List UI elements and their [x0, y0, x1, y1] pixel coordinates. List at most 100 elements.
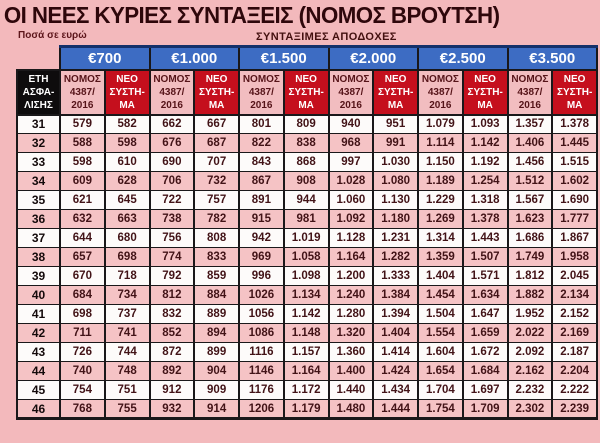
value-cell: 1.394 [372, 304, 419, 324]
table-row: 46 768 755 932 914 1206 1.179 1.480 1.444 1.754 1.… [16, 399, 598, 420]
value-cell: 755 [103, 399, 151, 420]
table-row: 32 588 598 676 687 822 838 968 991 1.114 1.142 1.40… [16, 133, 598, 153]
salary-group-header-3: €1.500 [238, 45, 330, 71]
year-cell: 41 [16, 304, 61, 324]
value-cell: 1.443 [461, 228, 509, 248]
value-cell: 2.204 [551, 361, 598, 381]
value-cell: 2.045 [551, 266, 598, 286]
table-row: 40 684 734 812 884 1026 1.134 1.240 1.384 1.454 1.… [16, 285, 598, 305]
value-cell: 1.434 [372, 380, 419, 400]
value-cell: 1.754 [417, 399, 464, 420]
value-cell: 598 [59, 152, 106, 172]
value-cell: 1.280 [327, 304, 375, 324]
value-cell: 1.080 [372, 171, 419, 191]
value-cell: 1.079 [417, 113, 464, 134]
value-cell: 1146 [238, 361, 285, 381]
table-row: 34 609 628 706 732 867 908 1.028 1.080 1.189 1.254… [16, 171, 598, 191]
value-cell: 1.424 [372, 361, 419, 381]
year-cell: 38 [16, 247, 61, 267]
value-cell: 1116 [238, 342, 285, 362]
value-cell: 942 [238, 228, 285, 248]
value-cell: 997 [327, 152, 375, 172]
value-cell: 738 [148, 209, 196, 229]
value-cell: 782 [193, 209, 240, 229]
law-4387-2016-header-5: ΝΟΜΟΣ 4387/2016 [417, 68, 464, 116]
year-cell: 39 [16, 266, 61, 286]
value-cell: 722 [148, 190, 196, 210]
value-cell: 1.128 [327, 228, 375, 248]
value-cell: 912 [148, 380, 196, 400]
value-cell: 894 [193, 323, 240, 343]
value-cell: 1.359 [417, 247, 464, 267]
pension-table: €700 €1.000 €1.500 €2.000 €2.500 €3.500 ΕΤΗ ΑΣΦ… [16, 45, 598, 420]
table-row: 33 598 610 690 707 843 868 997 1.030 1.150 1.192 1.… [16, 152, 598, 172]
value-cell: 1.882 [506, 285, 554, 305]
table-row: 37 644 680 756 808 942 1.019 1.128 1.231 1.314 1.4… [16, 228, 598, 248]
value-cell: 663 [103, 209, 151, 229]
law-4387-2016-header-1: ΝΟΜΟΣ 4387/2016 [59, 68, 106, 116]
value-cell: 1.812 [506, 266, 554, 286]
value-cell: 1.690 [551, 190, 598, 210]
value-cell: 667 [193, 113, 240, 134]
value-cell: 1.157 [282, 342, 330, 362]
value-cell: 996 [238, 266, 285, 286]
value-cell: 741 [103, 323, 151, 343]
table-row: 38 657 698 774 833 969 1.058 1.164 1.282 1.359 1.5… [16, 247, 598, 267]
value-cell: 1.333 [372, 266, 419, 286]
value-cell: 2.222 [551, 380, 598, 400]
value-cell: 2.152 [551, 304, 598, 324]
value-cell: 1.384 [372, 285, 419, 305]
value-cell: 1.058 [282, 247, 330, 267]
value-cell: 582 [103, 113, 151, 134]
value-cell: 1.654 [417, 361, 464, 381]
value-cell: 684 [59, 285, 106, 305]
value-cell: 1.704 [417, 380, 464, 400]
value-cell: 645 [103, 190, 151, 210]
value-cell: 1.867 [551, 228, 598, 248]
value-cell: 940 [327, 113, 375, 134]
value-cell: 2.187 [551, 342, 598, 362]
value-cell: 1.164 [327, 247, 375, 267]
value-cell: 1.192 [461, 152, 509, 172]
value-cell: 951 [372, 113, 419, 134]
value-cell: 859 [193, 266, 240, 286]
value-cell: 690 [148, 152, 196, 172]
table-row: 35 621 645 722 757 891 944 1.060 1.130 1.229 1.318… [16, 190, 598, 210]
value-cell: 621 [59, 190, 106, 210]
table-row: 43 726 744 872 899 1116 1.157 1.360 1.414 1.604 1.… [16, 342, 598, 362]
value-cell: 1.414 [372, 342, 419, 362]
value-cell: 680 [103, 228, 151, 248]
value-cell: 899 [193, 342, 240, 362]
value-cell: 889 [193, 304, 240, 324]
value-cell: 1.634 [461, 285, 509, 305]
year-cell: 32 [16, 133, 61, 153]
value-cell: 662 [148, 113, 196, 134]
value-cell: 891 [238, 190, 285, 210]
value-cell: 969 [238, 247, 285, 267]
year-cell: 35 [16, 190, 61, 210]
year-cell: 42 [16, 323, 61, 343]
year-cell: 33 [16, 152, 61, 172]
salary-group-header-6: €3.500 [506, 45, 598, 71]
value-cell: 1.114 [417, 133, 464, 153]
table-row: 36 632 663 738 782 915 981 1.092 1.180 1.269 1.378… [16, 209, 598, 229]
value-cell: 2.169 [551, 323, 598, 343]
value-cell: 1206 [238, 399, 285, 420]
value-cell: 1.231 [372, 228, 419, 248]
year-cell: 46 [16, 399, 61, 420]
value-cell: 711 [59, 323, 106, 343]
value-cell: 1.142 [282, 304, 330, 324]
value-cell: 1.164 [282, 361, 330, 381]
value-cell: 1.952 [506, 304, 554, 324]
value-cell: 812 [148, 285, 196, 305]
value-cell: 1026 [238, 285, 285, 305]
value-cell: 734 [103, 285, 151, 305]
value-cell: 872 [148, 342, 196, 362]
value-cell: 1.028 [327, 171, 375, 191]
value-cell: 1.554 [417, 323, 464, 343]
value-cell: 1.515 [551, 152, 598, 172]
value-cell: 628 [103, 171, 151, 191]
value-cell: 1086 [238, 323, 285, 343]
value-cell: 915 [238, 209, 285, 229]
new-system-header-3: ΝΕΟ ΣΥΣΤΗ- ΜΑ [282, 68, 330, 116]
